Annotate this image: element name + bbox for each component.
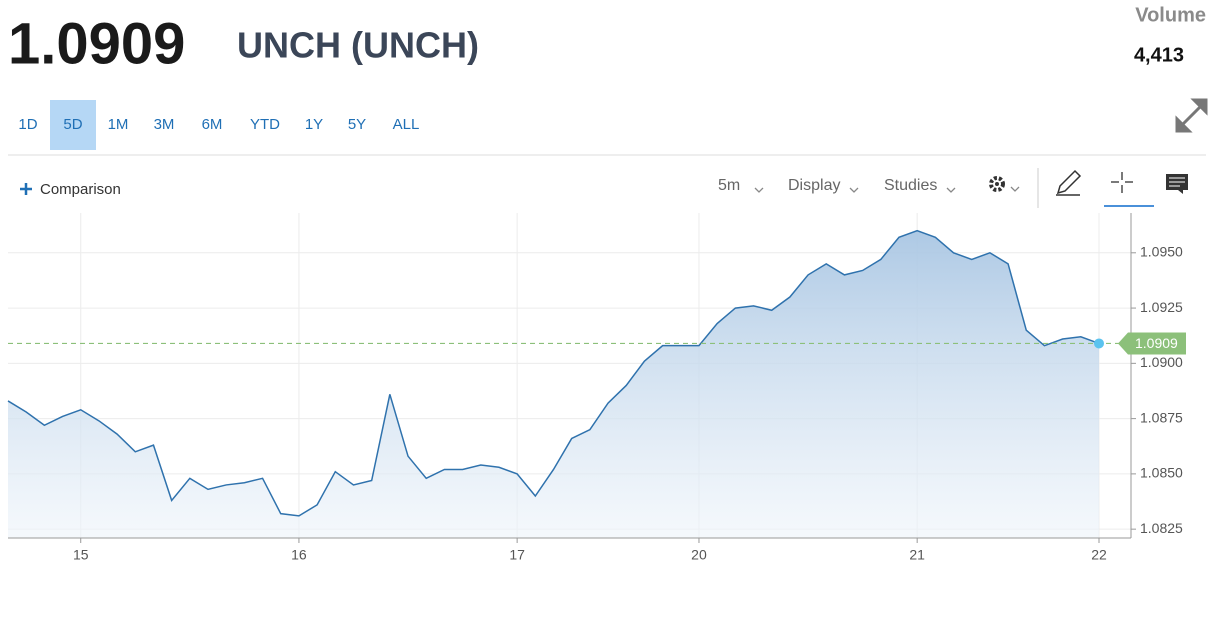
range-button[interactable]: 5Y — [348, 116, 366, 133]
y-tick-label: 1.0925 — [1140, 299, 1183, 315]
x-tick-label: 16 — [291, 547, 307, 563]
range-button[interactable]: 1Y — [305, 116, 323, 133]
volume-label: Volume — [1135, 4, 1206, 26]
range-bar: 1D 5D 1M 3M 6M YTD 1Y 5Y ALL — [18, 100, 419, 150]
interval-label: 5m — [718, 177, 740, 194]
symbol: UNCH (UNCH) — [237, 25, 479, 66]
comment-tool[interactable] — [1166, 174, 1188, 194]
last-price-tag — [1118, 332, 1186, 355]
studies-menu[interactable]: Studies — [884, 177, 956, 194]
expand-icon[interactable] — [1175, 98, 1208, 133]
range-button[interactable]: 1D — [18, 116, 37, 133]
studies-label: Studies — [884, 177, 937, 194]
range-button[interactable]: ALL — [393, 116, 420, 133]
x-tick-label: 17 — [509, 547, 525, 563]
range-button[interactable]: 5D — [63, 116, 82, 133]
chart: 1.0825 1.0850 1.0875 1.0900 1.0925 1.0950 15 16… — [7, 213, 1186, 563]
range-button[interactable]: 1M — [108, 116, 129, 133]
y-tick-label: 1.0825 — [1140, 520, 1183, 536]
x-tick-label: 21 — [909, 547, 925, 563]
display-menu[interactable]: Display — [788, 177, 859, 194]
comparison-button[interactable]: Comparison — [20, 181, 121, 198]
volume: 4,413 — [1134, 44, 1184, 66]
crosshair-tool[interactable] — [1104, 172, 1154, 207]
range-button[interactable]: 3M — [154, 116, 175, 133]
y-tick-label: 1.0850 — [1140, 465, 1183, 481]
x-tick-label: 20 — [691, 547, 707, 563]
y-tick-label: 1.0900 — [1140, 354, 1183, 370]
comparison-label: Comparison — [40, 181, 121, 198]
settings-menu[interactable] — [989, 176, 1020, 192]
interval-menu[interactable]: 5m — [718, 177, 764, 194]
last-point — [1094, 338, 1104, 349]
price: 1.0909 — [8, 11, 185, 76]
range-button[interactable]: 6M — [202, 116, 223, 133]
display-label: Display — [788, 177, 840, 194]
last-price-label: 1.0909 — [1135, 335, 1178, 351]
draw-tool[interactable] — [1056, 169, 1082, 196]
price-line — [7, 229, 1100, 517]
y-tick-label: 1.0950 — [1140, 243, 1183, 259]
area-fill — [8, 230, 1099, 538]
x-tick-label: 15 — [73, 547, 89, 563]
y-tick-label: 1.0875 — [1140, 409, 1183, 425]
range-selected — [50, 100, 96, 150]
x-tick-label: 22 — [1091, 547, 1107, 563]
range-button[interactable]: YTD — [250, 116, 280, 133]
